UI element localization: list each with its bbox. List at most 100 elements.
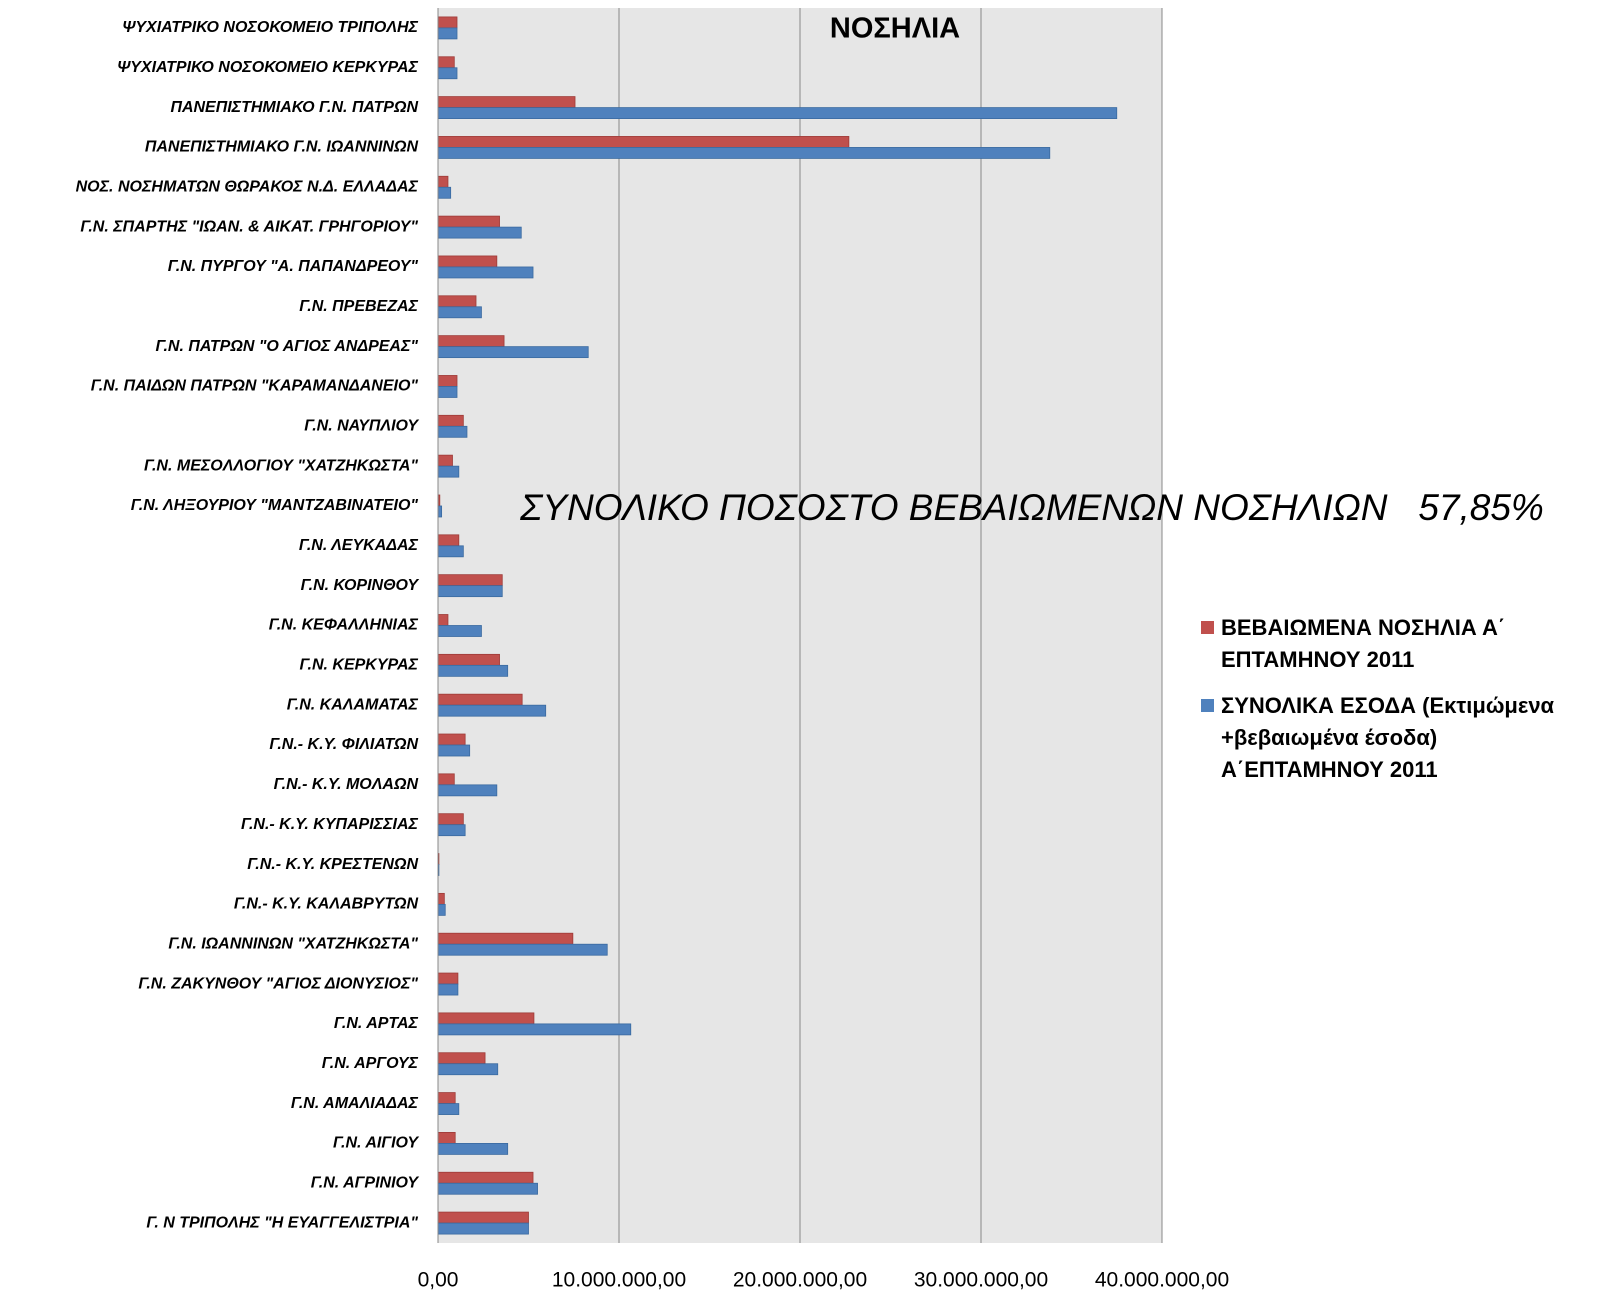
x-tick-label: 20.000.000,00	[733, 1269, 867, 1292]
category-label: Γ.Ν. ΑΙΓΙΟΥ	[333, 1135, 419, 1152]
category-label: Γ.Ν. ΠΑΤΡΩΝ "Ο ΑΓΙΟΣ ΑΝΔΡΕΑΣ"	[155, 338, 418, 355]
bar	[437, 414, 464, 427]
bar	[437, 346, 589, 359]
bar	[437, 306, 482, 319]
bar	[437, 266, 534, 279]
legend: ΒΕΒΑΙΩΜΕΝΑ ΝΟΣΗΛΙΑ Α΄ ΕΠΤΑΜΗΝΟΥ 2011 ΣΥΝΟ…	[1195, 612, 1600, 800]
category-label: Γ.Ν. ΑΡΓΟΥΣ	[322, 1055, 419, 1072]
category-label: Γ.Ν.- Κ.Υ. ΜΟΛΑΩΝ	[274, 776, 419, 793]
legend-label: ΣΥΝΟΛΙΚΑ ΕΣΟΔΑ (Εκτιμώμενα +βεβαιωμένα έ…	[1221, 693, 1555, 782]
category-label: Γ.Ν. ΚΕΡΚΥΡΑΣ	[300, 657, 419, 674]
legend-swatch	[1201, 621, 1214, 634]
bar	[437, 465, 460, 478]
category-label: Γ.Ν.- Κ.Υ. ΚΡΕΣΤΕΝΩΝ	[247, 856, 418, 873]
bar	[437, 96, 576, 108]
x-tick-label: 10.000.000,00	[552, 1269, 686, 1292]
bar	[437, 1023, 632, 1036]
bar	[437, 664, 509, 677]
bar	[437, 1092, 456, 1104]
category-label: ΨΥΧΙΑΤΡΙΚΟ ΝΟΣΟΚΟΜΕΙΟ ΤΡΙΠΟΛΗΣ	[122, 19, 418, 36]
category-label: Γ.Ν. ΖΑΚΥΝΘΟΥ "ΑΓΙΟΣ ΔΙΟΝΥΣΙΟΣ"	[138, 975, 418, 992]
category-label: Γ.Ν.- Κ.Υ. ΚΥΠΑΡΙΣΣΙΑΣ	[241, 816, 419, 833]
bar	[437, 226, 522, 239]
bar	[437, 1052, 486, 1065]
bar	[437, 972, 459, 985]
legend-label: ΒΕΒΑΙΩΜΕΝΑ ΝΟΣΗΛΙΑ Α΄ ΕΠΤΑΜΗΝΟΥ 2011	[1221, 615, 1506, 672]
chart-title: ΝΟΣΗΛΙΑ	[830, 13, 960, 45]
bar	[437, 773, 455, 786]
x-tick-label: 30.000.000,00	[914, 1269, 1048, 1292]
category-label: Γ.Ν. ΜΕΣΟΛΛΟΓΙΟΥ "ΧΑΤΖΗΚΩΣΤΑ"	[144, 457, 418, 474]
category-label: Γ.Ν. ΚΟΡΙΝΘΟΥ	[301, 577, 420, 594]
bar	[437, 943, 608, 956]
category-label: Γ.Ν. ΛΗΞΟΥΡΙΟΥ "ΜΑΝΤΖΑΒΙΝΑΤΕΙΟ"	[131, 497, 419, 514]
bar	[437, 186, 452, 199]
bar	[437, 693, 523, 706]
bar	[437, 1143, 509, 1155]
annotation: ΣΥΝΟΛΙΚΟ ΠΟΣΟΣΤΟ ΒΕΒΑΙΩΜΕΝΩΝ ΝΟΣΗΛΙΩΝ 57…	[519, 487, 1544, 528]
legend-entry: ΣΥΝΟΛΙΚΑ ΕΣΟΔΑ (Εκτιμώμενα +βεβαιωμένα έ…	[1195, 690, 1600, 786]
bar	[437, 892, 445, 905]
category-label: Γ.Ν.- Κ.Υ. ΦΙΛΙΑΤΩΝ	[269, 736, 418, 753]
bar	[437, 386, 458, 398]
bar	[437, 107, 1118, 119]
legend-swatch	[1201, 699, 1214, 712]
bar	[437, 614, 449, 626]
bar	[437, 136, 850, 148]
bar	[437, 704, 547, 717]
bar	[437, 983, 459, 996]
category-label: Γ.Ν. ΠΑΙΔΩΝ ΠΑΤΡΩΝ "ΚΑΡΑΜΑΝΔΑΝΕΙΟ"	[91, 378, 419, 395]
bar	[437, 585, 503, 598]
category-label: ΨΥΧΙΑΤΡΙΚΟ ΝΟΣΟΚΟΜΕΙΟ ΚΕΡΚΥΡΑΣ	[117, 59, 419, 76]
bar	[437, 1063, 499, 1076]
bar	[437, 784, 498, 797]
x-tick-label: 0,00	[418, 1269, 459, 1292]
bar	[437, 425, 468, 438]
legend-entry: ΒΕΒΑΙΩΜΕΝΑ ΝΟΣΗΛΙΑ Α΄ ΕΠΤΑΜΗΝΟΥ 2011	[1195, 612, 1600, 676]
category-label: Γ.Ν. ΠΥΡΓΟΥ "Α. ΠΑΠΑΝΔΡΕΟΥ"	[168, 258, 419, 275]
category-label: ΠΑΝΕΠΙΣΤΗΜΙΑΚΟ Γ.Ν. ΠΑΤΡΩΝ	[170, 99, 418, 116]
category-label: ΝΟΣ. ΝΟΣΗΜΑΤΩΝ ΘΩΡΑΚΟΣ Ν.Δ. ΕΛΛΑΔΑΣ	[76, 178, 419, 195]
bar	[437, 295, 477, 308]
bar	[437, 147, 1051, 159]
bar	[437, 375, 458, 387]
category-label: Γ.Ν. ΣΠΑΡΤΗΣ "ΙΩΑΝ. & ΑΙΚΑΤ. ΓΡΗΓΟΡΙΟΥ"	[80, 218, 418, 235]
bar	[437, 255, 498, 268]
bar	[437, 1182, 538, 1195]
bar	[437, 813, 464, 826]
bar	[437, 574, 503, 587]
bar	[437, 733, 466, 746]
bar	[437, 56, 455, 69]
bar	[437, 505, 443, 518]
x-tick-label: 40.000.000,00	[1095, 1269, 1229, 1292]
bar	[437, 454, 453, 467]
bar	[437, 744, 471, 757]
bar	[437, 903, 446, 916]
category-label: Γ. Ν ΤΡΙΠΟΛΗΣ "Η ΕΥΑΓΓΕΛΙΣΤΡΙΑ"	[146, 1214, 418, 1231]
category-label: Γ.Ν. ΑΜΑΛΙΑΔΑΣ	[291, 1095, 419, 1112]
category-label: ΠΑΝΕΠΙΣΤΗΜΙΑΚΟ Γ.Ν. ΙΩΑΝΝΙΝΩΝ	[145, 139, 419, 156]
bar	[437, 534, 460, 547]
category-label: Γ.Ν. ΙΩΑΝΝΙΝΩΝ "ΧΑΤΖΗΚΩΣΤΑ"	[168, 935, 418, 952]
bar	[437, 1012, 535, 1025]
category-label: Γ.Ν. ΚΑΛΑΜΑΤΑΣ	[287, 696, 419, 713]
bar	[437, 1171, 534, 1184]
bar	[437, 16, 458, 29]
bar	[437, 67, 458, 80]
category-label: Γ.Ν. ΑΓΡΙΝΙΟΥ	[311, 1174, 420, 1191]
bar	[437, 932, 574, 945]
bar	[437, 1211, 529, 1224]
bar	[437, 27, 458, 40]
bar	[437, 1132, 456, 1144]
category-label: Γ.Ν. ΝΑΥΠΛΙΟΥ	[304, 418, 419, 435]
bar	[437, 215, 500, 228]
bar	[437, 625, 482, 637]
bar	[437, 175, 449, 188]
category-label: Γ.Ν. ΚΕΦΑΛΛΗΝΙΑΣ	[269, 617, 419, 634]
bar	[437, 824, 466, 837]
category-label: Γ.Ν.- Κ.Υ. ΚΑΛΑΒΡΥΤΩΝ	[234, 896, 419, 913]
bar	[437, 335, 505, 348]
bar	[437, 1222, 529, 1235]
